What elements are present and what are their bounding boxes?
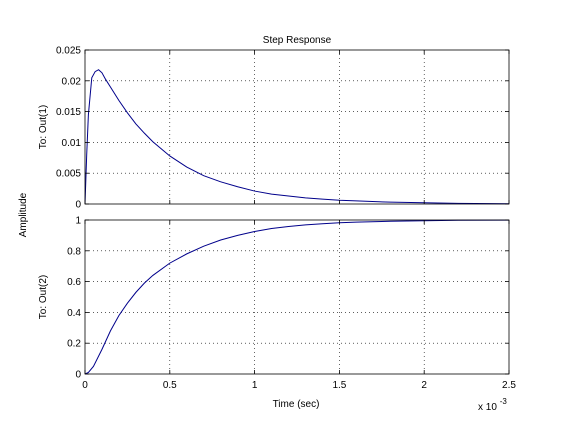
x-tick-label: 1 [252,380,258,391]
subplot-ylabel: To: Out(2) [38,275,49,319]
y-tick-label: 0 [75,200,81,211]
axes-box [84,49,510,205]
x-axis-multiplier: x 10 -3 [478,397,507,413]
y-tick-label: 0.8 [67,246,81,257]
y-tick-label: 0.4 [67,308,81,319]
plot-area [85,220,509,374]
y-axis-label-amplitude: Amplitude [18,192,29,237]
plot-area [85,50,509,204]
x-axis-multiplier-exponent: -3 [500,397,508,406]
y-tick-label: 0.2 [67,339,81,350]
y-tick-label: 0 [75,370,81,381]
subplot-out2: 0 0.5 1 1.5 2 2.5 0 0.2 0.4 0.6 0.8 1 To: Out(2) [38,216,516,392]
response-line [84,219,510,375]
y-tick-label: 0.025 [56,46,81,57]
x-tick-label: 0 [82,380,88,391]
y-tick-label: 0.02 [62,76,82,87]
x-tick-label: 0.5 [163,380,177,391]
x-tick-label: 2.5 [502,380,516,391]
y-tick-label: 1 [75,216,81,227]
subplot-ylabel: To: Out(1) [38,105,49,149]
axes-box [84,219,510,375]
subplot-out1: 0 0.005 0.01 0.015 0.02 0.025 To: Out(1) [38,46,510,211]
chart-title: Step Response [263,35,332,46]
response-line [84,69,510,205]
y-tick-label: 0.01 [62,138,82,149]
y-tick-label: 0.015 [56,107,81,118]
y-tick-label: 0.005 [56,169,81,180]
y-tick-label: 0.6 [67,277,81,288]
x-axis-label: Time (sec) [273,399,320,410]
x-tick-label: 1.5 [332,380,346,391]
x-tick-label: 2 [421,380,427,391]
x-axis-multiplier-base: x 10 [478,402,497,413]
